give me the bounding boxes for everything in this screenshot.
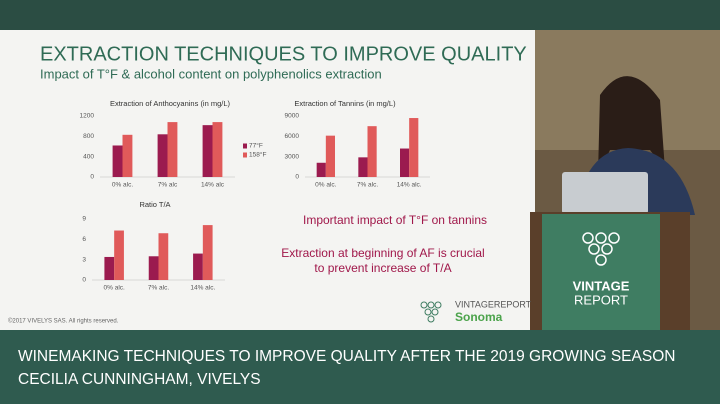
bar (212, 122, 223, 177)
x-tick-label: 7% alc (158, 182, 178, 189)
y-tick-label: 1200 (80, 113, 95, 120)
x-tick-label: 7% alc. (357, 182, 379, 189)
laptop (562, 172, 648, 214)
bar (316, 162, 326, 177)
bar (104, 256, 115, 280)
chart-title: Extraction of Tannins (in mg/L) (294, 99, 396, 108)
x-tick-label: 14% alc. (190, 285, 215, 292)
bar (148, 256, 159, 280)
bar (193, 253, 203, 280)
chart-title: Extraction of Anthocyanins (in mg/L) (110, 99, 231, 108)
copyright: ©2017 VIVELYS SAS. All rights reserved. (8, 318, 119, 325)
statement: to prevent increase of T/A (314, 261, 451, 275)
x-tick-label: 0% alc. (315, 182, 337, 189)
statement: Extraction at beginning of AF is crucial (281, 246, 484, 260)
x-tick-label: 7% alc. (148, 285, 170, 292)
bar (358, 157, 368, 177)
slide-logo-place: Sonoma (455, 310, 503, 324)
bar (122, 134, 133, 177)
y-tick-label: 400 (83, 153, 94, 160)
y-tick-label: 800 (83, 133, 94, 140)
caption: CECILIA CUNNINGHAM, VIVELYS (18, 371, 261, 388)
slide (0, 30, 535, 330)
bar (114, 230, 124, 280)
caption: WINEMAKING TECHNIQUES TO IMPROVE QUALITY… (18, 348, 675, 365)
legend-label: 77°F (249, 142, 263, 150)
y-tick-label: 0 (82, 277, 86, 284)
x-tick-label: 14% alc (201, 182, 225, 189)
y-tick-label: 0 (90, 174, 94, 181)
speaker-hair (598, 76, 665, 175)
legend-swatch (243, 152, 247, 158)
y-tick-label: 9 (82, 216, 86, 223)
y-tick-label: 6 (82, 236, 86, 243)
podium-logo (582, 232, 620, 266)
x-tick-label: 14% alc. (397, 182, 422, 189)
bar (157, 134, 168, 177)
y-tick-label: 3 (82, 256, 86, 263)
caption-band (0, 330, 720, 404)
bar (202, 125, 213, 177)
y-tick-label: 3000 (285, 153, 300, 160)
bar (112, 145, 123, 177)
legend-swatch (243, 143, 247, 149)
bar (167, 122, 178, 177)
slide-title: EXTRACTION TECHNIQUES TO IMPROVE QUALITY (40, 43, 527, 65)
bar (400, 148, 410, 177)
chart-title: Ratio T/A (139, 200, 170, 209)
slide-subtitle: Impact of T°F & alcohol content on polyp… (40, 66, 382, 81)
y-tick-label: 6000 (285, 133, 300, 140)
bar (367, 126, 377, 177)
slide-logo-icon (420, 301, 442, 323)
y-tick-label: 0 (295, 174, 299, 181)
slide-logo-brand: VINTAGEREPORT (455, 299, 532, 309)
bar (409, 118, 419, 177)
podium-text: REPORT (574, 292, 628, 307)
statement: Important impact of T°F on tannins (303, 213, 487, 227)
y-tick-label: 9000 (285, 113, 300, 120)
podium-text: VINTAGE (573, 278, 630, 293)
bar (202, 225, 213, 280)
x-tick-label: 0% alc. (104, 285, 126, 292)
legend-label: 158°F (249, 151, 266, 159)
podium-panel (542, 214, 660, 330)
bar (325, 135, 335, 177)
x-tick-label: 0% alc. (112, 182, 134, 189)
bar (158, 233, 169, 280)
